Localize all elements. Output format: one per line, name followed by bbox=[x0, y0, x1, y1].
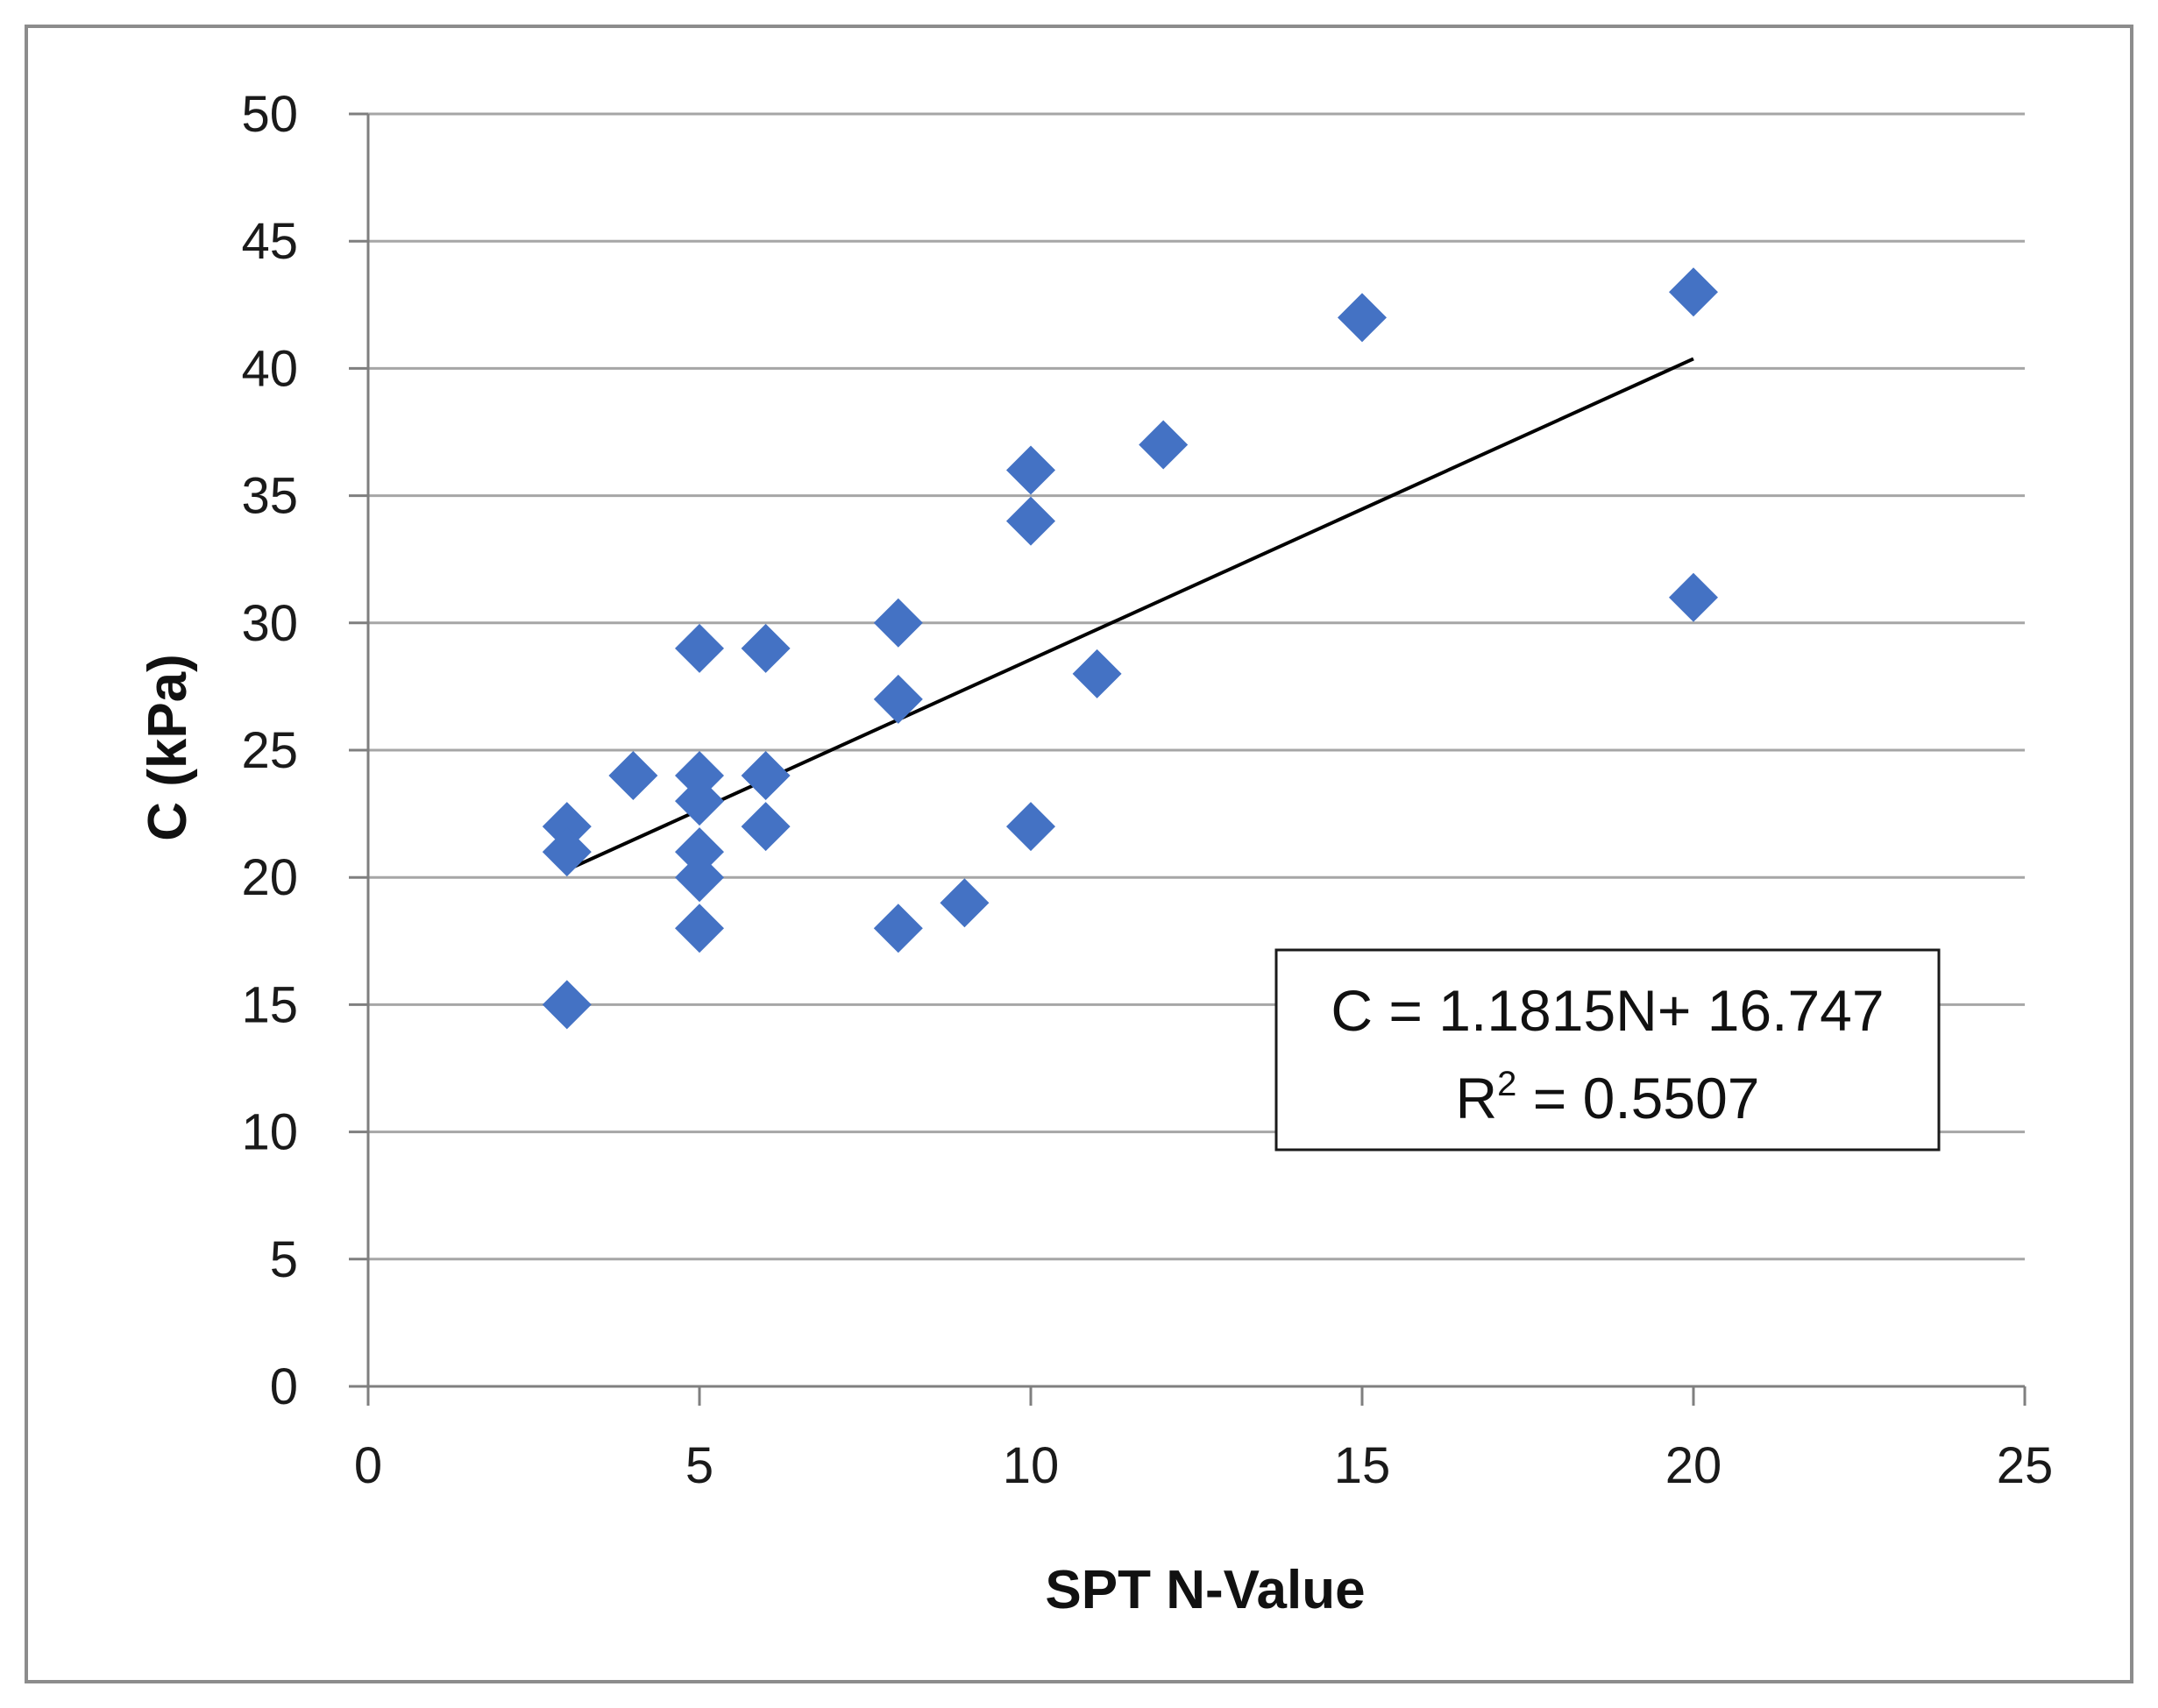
data-point-6-29 bbox=[741, 623, 791, 673]
chart-outer-frame bbox=[25, 25, 2133, 1683]
data-point-5-23 bbox=[675, 776, 724, 826]
y-tick-label-20: 20 bbox=[241, 849, 298, 906]
x-tick-label-25: 25 bbox=[1997, 1437, 2054, 1494]
equation-box: C = 1.1815N+ 16.747 R2 = 0.5507 bbox=[1274, 948, 1941, 1152]
data-point-5-20 bbox=[675, 853, 724, 903]
data-point-10-34 bbox=[1006, 496, 1055, 546]
data-point-3-15 bbox=[542, 980, 592, 1030]
x-tick-label-5: 5 bbox=[685, 1437, 713, 1494]
equation-box-border bbox=[1274, 948, 1941, 1152]
data-point-5-29 bbox=[675, 623, 724, 673]
data-point-10-22 bbox=[1006, 802, 1055, 852]
y-tick-label-30: 30 bbox=[241, 595, 298, 652]
equation-text: C = 1.1815N+ 16.747 bbox=[1331, 978, 1884, 1043]
r-squared-prefix: R bbox=[1455, 1066, 1497, 1130]
y-tick-label-35: 35 bbox=[241, 468, 298, 525]
data-point-5-21 bbox=[675, 827, 724, 877]
data-point-10-36 bbox=[1006, 445, 1055, 495]
r-squared-superscript: 2 bbox=[1497, 1065, 1516, 1103]
gridlines bbox=[368, 112, 2025, 1261]
y-axis-title: C (kPa) bbox=[138, 654, 198, 841]
data-point-5-24 bbox=[675, 751, 724, 801]
data-points bbox=[542, 267, 1718, 1030]
data-point-8-18 bbox=[873, 904, 923, 953]
y-tick-label-0: 0 bbox=[270, 1358, 298, 1415]
y-tick-label-50: 50 bbox=[241, 86, 298, 143]
x-tick-label-10: 10 bbox=[1003, 1437, 1060, 1494]
data-point-6-22 bbox=[741, 802, 791, 852]
data-point-8-27 bbox=[873, 674, 923, 724]
data-point-20-31 bbox=[1669, 572, 1718, 622]
y-tick-labels: 0 5 10 15 20 25 30 35 40 45 50 bbox=[241, 86, 298, 1415]
data-point-12-37 bbox=[1139, 420, 1189, 470]
r-squared-value: = 0.5507 bbox=[1516, 1066, 1759, 1130]
data-point-4-24 bbox=[608, 751, 658, 801]
x-tick-label-20: 20 bbox=[1665, 1437, 1722, 1494]
y-tick-label-5: 5 bbox=[270, 1231, 298, 1288]
x-axis-title: SPT N-Value bbox=[1045, 1560, 1365, 1620]
y-tick-label-15: 15 bbox=[241, 976, 298, 1033]
data-point-11-28 bbox=[1072, 648, 1122, 698]
r-squared-text: R2 = 0.5507 bbox=[1455, 1065, 1759, 1130]
data-point-8-30 bbox=[873, 598, 923, 648]
x-tick-label-0: 0 bbox=[354, 1437, 382, 1494]
y-tick-label-40: 40 bbox=[241, 340, 298, 397]
y-tick-label-45: 45 bbox=[241, 213, 298, 270]
data-point-20-43 bbox=[1669, 267, 1718, 317]
y-tick-label-25: 25 bbox=[241, 722, 298, 779]
x-tick-labels: 0 5 10 15 20 25 bbox=[354, 1437, 2053, 1494]
data-point-6-24 bbox=[741, 751, 791, 801]
y-tick-label-10: 10 bbox=[241, 1104, 298, 1161]
data-point-9-19 bbox=[940, 878, 990, 928]
data-point-5-18 bbox=[675, 904, 724, 953]
data-point-3-21 bbox=[542, 827, 592, 877]
axes bbox=[349, 112, 2027, 1406]
data-point-15-42 bbox=[1338, 293, 1387, 343]
x-tick-label-15: 15 bbox=[1334, 1437, 1391, 1494]
data-point-3-22 bbox=[542, 802, 592, 852]
